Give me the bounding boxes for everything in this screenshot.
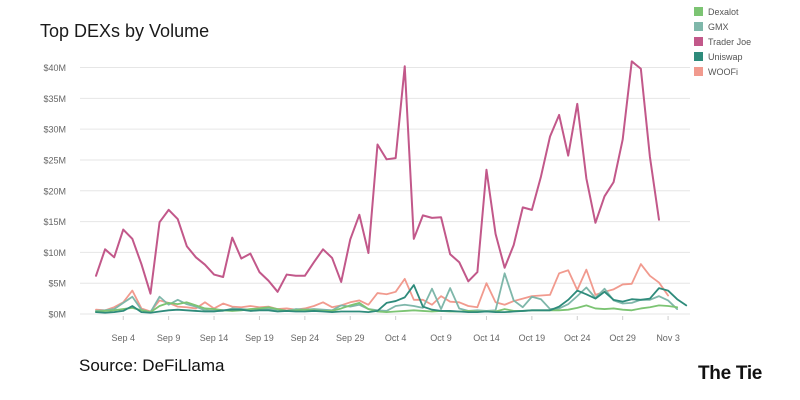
x-tick-label: Sep 19 xyxy=(245,333,274,343)
x-tick-label: Oct 19 xyxy=(519,333,546,343)
chart-title: Top DEXs by Volume xyxy=(40,21,210,41)
legend-swatch xyxy=(694,7,703,16)
legend-label: Dexalot xyxy=(708,6,739,17)
x-tick-label: Oct 24 xyxy=(564,333,591,343)
x-tick-label: Sep 24 xyxy=(291,333,320,343)
brand-logo: The Tie xyxy=(698,363,763,384)
x-tick-label: Oct 9 xyxy=(430,333,452,343)
legend-swatch xyxy=(694,67,703,76)
x-tick-label: Oct 29 xyxy=(609,333,636,343)
legend-swatch xyxy=(694,22,703,31)
series-line-uniswap xyxy=(95,284,688,314)
legend-swatch xyxy=(694,52,703,61)
y-tick-label: $15M xyxy=(43,217,66,227)
legend-label: Uniswap xyxy=(708,51,743,62)
x-tick-label: Oct 4 xyxy=(385,333,407,343)
y-tick-label: $20M xyxy=(43,186,66,196)
legend-item: WOOFi xyxy=(694,64,751,79)
series-line-trader-joe xyxy=(95,60,660,295)
legend-label: GMX xyxy=(708,21,729,32)
x-tick-label: Sep 29 xyxy=(336,333,365,343)
y-tick-label: $35M xyxy=(43,94,66,104)
source-note: Source: DeFiLlama xyxy=(79,356,225,375)
x-tick-label: Sep 4 xyxy=(111,333,135,343)
y-tick-label: $10M xyxy=(43,248,66,258)
y-tick-label: $5M xyxy=(48,279,66,289)
y-tick-label: $25M xyxy=(43,155,66,165)
x-tick-label: Sep 14 xyxy=(200,333,229,343)
y-tick-label: $0M xyxy=(48,310,66,320)
x-tick-label: Sep 9 xyxy=(157,333,181,343)
y-tick-label: $40M xyxy=(43,63,66,73)
x-tick-label: Nov 3 xyxy=(656,333,680,343)
y-tick-label: $30M xyxy=(43,125,66,135)
x-tick-label: Oct 14 xyxy=(473,333,500,343)
legend-label: Trader Joe xyxy=(708,36,752,47)
legend-item: Dexalot xyxy=(694,4,751,19)
legend-item: Uniswap xyxy=(694,49,751,64)
series-line-gmx xyxy=(95,272,679,314)
legend: Dexalot GMX Trader Joe Uniswap WOOFi xyxy=(694,4,751,79)
legend-item: GMX xyxy=(694,19,751,34)
legend-label: WOOFi xyxy=(708,66,738,77)
legend-item: Trader Joe xyxy=(694,34,751,49)
series-line-woofi xyxy=(95,263,669,313)
series-line-dexalot xyxy=(95,301,679,314)
legend-swatch xyxy=(694,37,703,46)
